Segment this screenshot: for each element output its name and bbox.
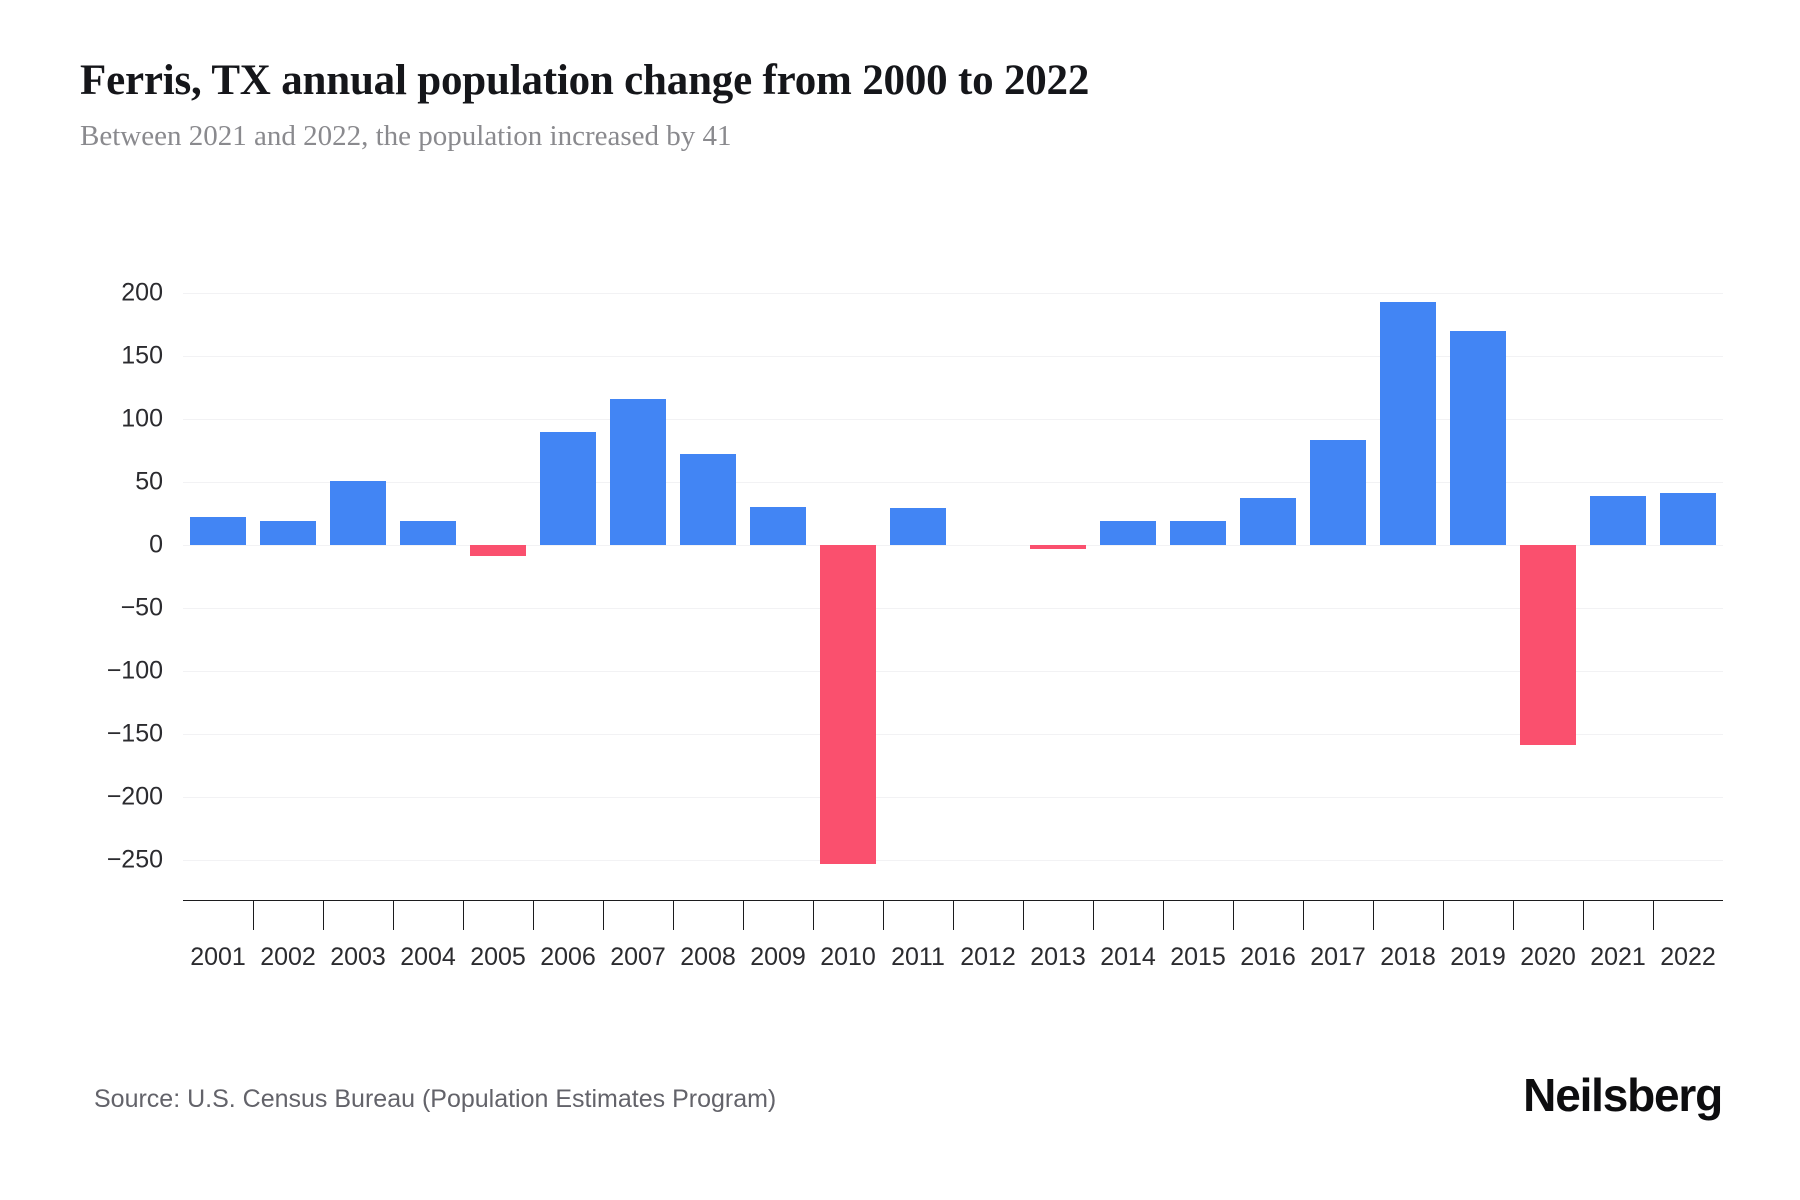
x-tick-mark-8 [743,900,744,930]
x-tick-mark-6 [603,900,604,930]
y-tick-label-150: 150 [121,341,163,370]
x-tick-mark-21 [1653,900,1654,930]
x-tick-label-2005: 2005 [470,943,526,971]
x-tick-mark-13 [1093,900,1094,930]
x-tick-mark-19 [1513,900,1514,930]
y-tick-label--200: −200 [106,782,163,811]
x-tick-label-2013: 2013 [1030,943,1086,971]
bar-2010[interactable] [820,545,876,864]
x-tick-label-2011: 2011 [891,943,945,971]
x-tick-mark-16 [1303,900,1304,930]
x-tick-label-2018: 2018 [1380,943,1436,971]
x-tick-label-2022: 2022 [1660,943,1716,971]
x-tick-mark-20 [1583,900,1584,930]
x-tick-label-2009: 2009 [750,943,806,971]
x-tick-mark-10 [883,900,884,930]
x-tick-label-2014: 2014 [1100,943,1156,971]
bar-2019[interactable] [1450,330,1506,545]
gridline--150 [183,734,1723,735]
gridline--100 [183,671,1723,672]
bar-2022[interactable] [1660,493,1716,545]
bar-2015[interactable] [1170,521,1226,545]
x-tick-label-2004: 2004 [400,943,456,971]
x-tick-label-2010: 2010 [820,943,876,971]
y-tick-label-0: 0 [149,530,163,559]
x-tick-mark-14 [1163,900,1164,930]
y-tick-label-200: 200 [121,278,163,307]
x-tick-mark-7 [673,900,674,930]
x-tick-label-2016: 2016 [1240,943,1296,971]
x-tick-mark-11 [953,900,954,930]
bar-2013[interactable] [1030,545,1086,549]
gridline--250 [183,860,1723,861]
x-tick-label-2019: 2019 [1450,943,1506,971]
x-tick-label-2002: 2002 [260,943,316,971]
bar-2008[interactable] [680,454,736,545]
bar-2003[interactable] [330,480,386,545]
y-tick-label--50: −50 [120,593,163,622]
bar-2018[interactable] [1380,301,1436,545]
x-tick-mark-5 [533,900,534,930]
x-tick-mark-9 [813,900,814,930]
gridline-200 [183,293,1723,294]
y-tick-label-50: 50 [135,467,163,496]
x-tick-mark-1 [253,900,254,930]
x-tick-mark-4 [463,900,464,930]
bar-2007[interactable] [610,398,666,545]
bar-2002[interactable] [260,521,316,545]
x-tick-mark-3 [393,900,394,930]
y-tick-label-100: 100 [121,404,163,433]
bar-2004[interactable] [400,521,456,545]
bar-2016[interactable] [1240,498,1296,545]
x-tick-label-2017: 2017 [1310,943,1366,971]
bar-2001[interactable] [190,517,246,545]
source-note: Source: U.S. Census Bureau (Population E… [94,1085,777,1113]
x-tick-label-2008: 2008 [680,943,736,971]
x-tick-mark-17 [1373,900,1374,930]
bar-2021[interactable] [1590,495,1646,545]
page-title: Ferris, TX annual population change from… [80,57,1090,104]
x-tick-mark-18 [1443,900,1444,930]
gridline-50 [183,482,1723,483]
gridline--200 [183,797,1723,798]
gridline-150 [183,356,1723,357]
plot-area [183,293,1723,864]
x-tick-mark-12 [1023,900,1024,930]
x-tick-label-2001: 2001 [190,943,246,971]
x-tick-label-2006: 2006 [540,943,596,971]
bar-2006[interactable] [540,431,596,545]
gridline-100 [183,419,1723,420]
bar-2009[interactable] [750,507,806,545]
bar-2011[interactable] [890,508,946,545]
y-tick-label--250: −250 [106,845,163,874]
x-tick-label-2003: 2003 [330,943,386,971]
x-tick-mark-2 [323,900,324,930]
bar-2005[interactable] [470,545,526,557]
bar-2020[interactable] [1520,545,1576,746]
y-tick-label--100: −100 [106,656,163,685]
bar-2014[interactable] [1100,521,1156,545]
gridline--50 [183,608,1723,609]
x-tick-label-2012: 2012 [960,943,1016,971]
x-tick-label-2015: 2015 [1170,943,1226,971]
neilsberg-logo: Neilsberg [1523,1069,1723,1121]
x-tick-label-2021: 2021 [1590,943,1646,971]
x-tick-label-2007: 2007 [610,943,666,971]
x-tick-label-2020: 2020 [1520,943,1576,971]
bar-2017[interactable] [1310,440,1366,545]
y-tick-label--150: −150 [106,719,163,748]
gridline-0 [183,545,1723,546]
x-tick-mark-15 [1233,900,1234,930]
chart-subtitle: Between 2021 and 2022, the population in… [80,120,732,152]
